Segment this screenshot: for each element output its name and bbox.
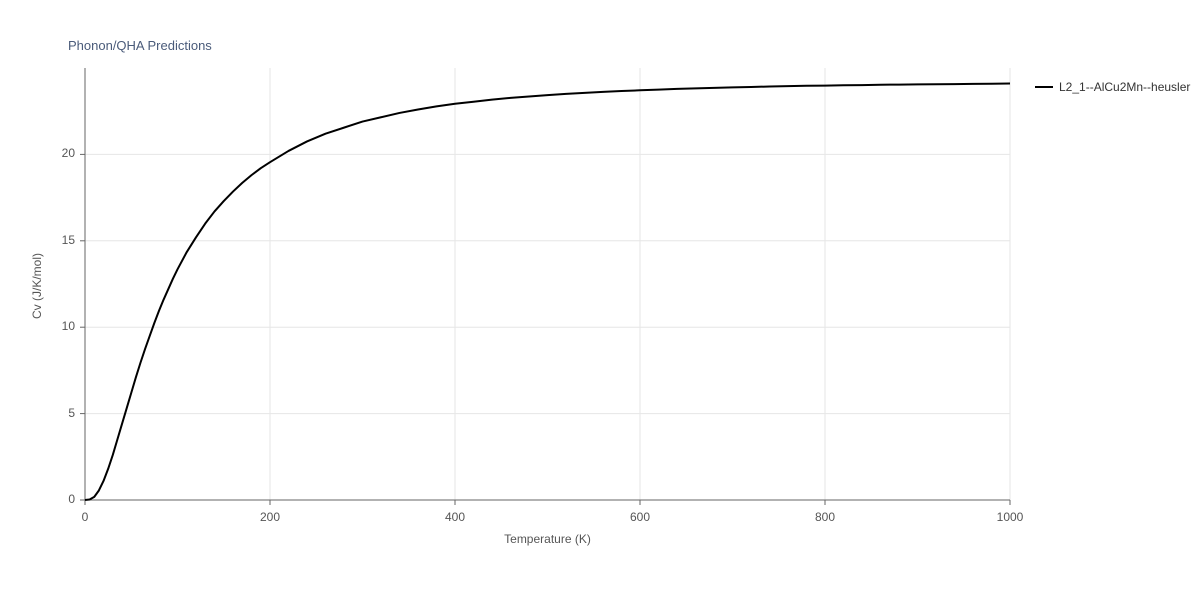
y-tick-label: 10 bbox=[45, 319, 75, 333]
x-tick-label: 400 bbox=[440, 510, 470, 524]
x-axis-label: Temperature (K) bbox=[498, 532, 598, 546]
y-tick-label: 15 bbox=[45, 233, 75, 247]
y-tick-label: 5 bbox=[45, 406, 75, 420]
y-tick-label: 20 bbox=[45, 146, 75, 160]
legend-swatch bbox=[1035, 86, 1053, 88]
x-tick-label: 600 bbox=[625, 510, 655, 524]
y-tick-label: 0 bbox=[45, 492, 75, 506]
x-tick-label: 0 bbox=[70, 510, 100, 524]
x-tick-label: 800 bbox=[810, 510, 840, 524]
y-axis-label: Cv (J/K/mol) bbox=[30, 253, 44, 319]
x-tick-label: 1000 bbox=[995, 510, 1025, 524]
x-tick-label: 200 bbox=[255, 510, 285, 524]
series-line bbox=[85, 84, 1010, 500]
legend-label: L2_1--AlCu2Mn--heusler bbox=[1059, 80, 1190, 94]
